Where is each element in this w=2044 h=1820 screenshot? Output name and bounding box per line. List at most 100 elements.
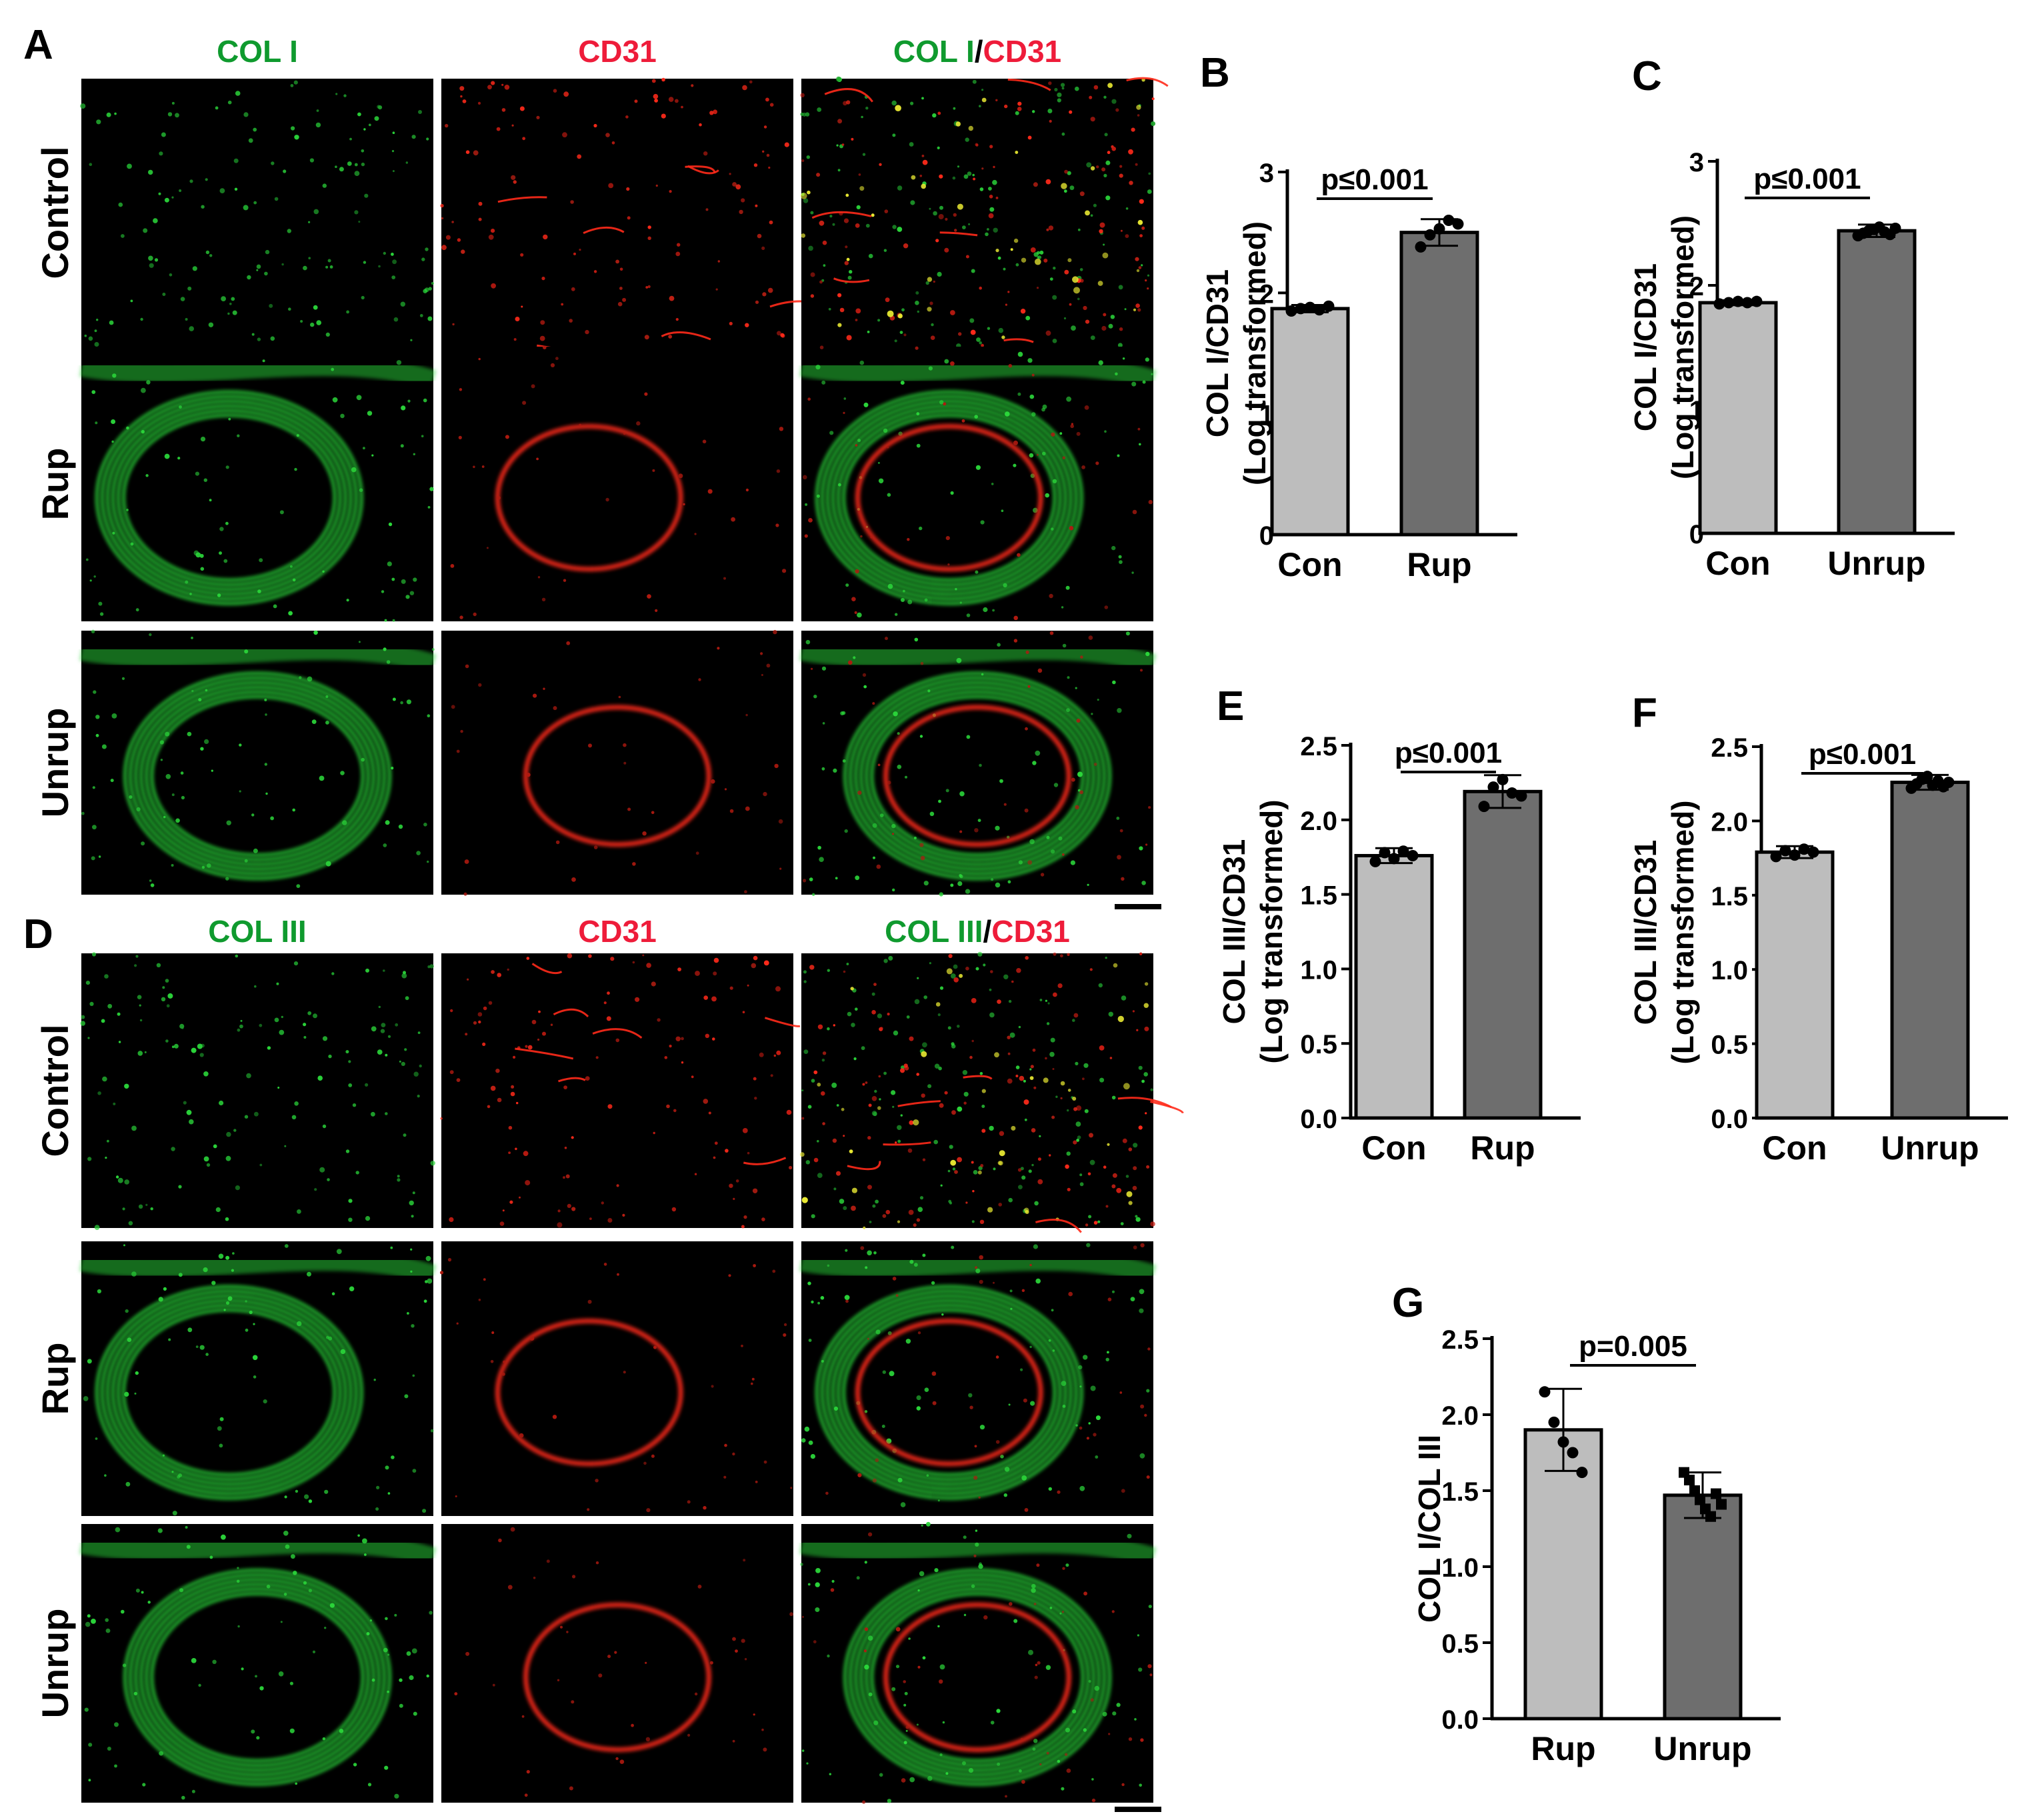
fluorescence-speck	[1105, 1205, 1109, 1208]
fluorescence-speck	[124, 1179, 129, 1185]
fluorescence-speck	[948, 953, 953, 959]
fluorescence-speck	[962, 1761, 966, 1765]
fluorescence-speck	[368, 123, 371, 127]
fluorescence-speck	[585, 1076, 590, 1081]
fluorescence-speck	[903, 333, 907, 337]
fluorescence-speck	[843, 1135, 845, 1137]
fluorescence-speck	[1090, 335, 1095, 340]
fluorescence-speck	[713, 971, 717, 976]
fluorescence-speck	[1107, 1143, 1110, 1146]
fluorescence-speck	[1037, 256, 1039, 259]
fluorescence-speck	[1015, 1065, 1020, 1069]
collagen-layer	[100, 395, 358, 601]
fluorescence-speck	[1128, 1147, 1133, 1151]
fluorescence-speck	[131, 1125, 137, 1131]
fluorescence-speck	[126, 426, 129, 430]
fluorescence-speck	[702, 439, 707, 444]
fluorescence-speck	[987, 327, 991, 330]
fluorescence-speck	[723, 1475, 727, 1479]
fluorescence-speck	[178, 1473, 182, 1477]
fluorescence-speck	[981, 89, 984, 91]
fluorescence-speck	[1017, 351, 1023, 357]
fluorescence-speck	[579, 423, 582, 427]
fluorescence-speck	[1063, 317, 1067, 320]
fluorescence-speck	[84, 334, 87, 337]
fluorescence-speck	[705, 1033, 710, 1039]
fluorescence-speck	[1107, 1297, 1112, 1301]
fluorescence-speck	[773, 1054, 777, 1057]
fluorescence-speck	[400, 444, 404, 448]
fluorescence-speck	[394, 1793, 399, 1799]
fluorescence-speck	[412, 1191, 415, 1195]
column-header: COL I	[217, 34, 298, 69]
fluorescence-speck	[694, 1692, 698, 1696]
fluorescence-speck	[308, 257, 311, 260]
fluorescence-speck	[992, 179, 997, 185]
fluorescence-speck	[219, 188, 225, 193]
fluorescence-speck	[763, 791, 767, 797]
fluorescence-speck	[845, 583, 849, 587]
fluorescence-speck	[927, 689, 931, 693]
fluorescence-speck	[871, 1111, 877, 1116]
fluorescence-speck	[1101, 167, 1106, 172]
fluorescence-speck	[115, 1527, 121, 1533]
fluorescence-speck	[538, 1010, 541, 1013]
fluorescence-speck	[1021, 1175, 1026, 1180]
fluorescence-speck	[863, 402, 869, 407]
y-tick-label: 0.0	[1300, 1105, 1337, 1134]
fluorescence-speck	[821, 380, 826, 385]
fluorescence-speck	[845, 245, 848, 249]
fluorescence-speck	[723, 577, 726, 580]
data-point	[1515, 790, 1527, 802]
fluorescence-speck	[975, 465, 981, 470]
fluorescence-speck	[864, 1664, 869, 1670]
fluorescence-speck	[1021, 1737, 1023, 1741]
fluorescence-speck	[555, 840, 560, 845]
fluorescence-speck	[1052, 479, 1057, 483]
fluorescence-speck	[868, 1532, 873, 1537]
fluorescence-speck	[867, 1250, 872, 1256]
fluorescence-speck	[926, 1521, 931, 1527]
fluorescence-speck	[647, 594, 651, 599]
fluorescence-speck	[327, 1178, 330, 1181]
fluorescence-speck	[527, 1045, 533, 1050]
fluorescence-speck	[801, 159, 805, 163]
micrograph-tile	[799, 631, 1157, 897]
fluorescence-speck	[387, 1690, 389, 1693]
fluorescence-speck	[669, 1045, 672, 1048]
fluorescence-speck	[857, 790, 862, 795]
fluorescence-speck	[887, 583, 893, 589]
fluorescence-speck	[209, 499, 212, 502]
fluorescence-speck	[1061, 606, 1064, 609]
fluorescence-speck	[697, 1585, 702, 1589]
fluorescence-speck	[294, 467, 297, 471]
fluorescence-speck	[1035, 1278, 1041, 1284]
fluorescence-speck	[1099, 1045, 1105, 1051]
fluorescence-speck	[537, 1038, 540, 1041]
bar	[1890, 780, 1970, 1120]
fluorescence-speck	[651, 79, 656, 83]
fluorescence-speck	[607, 1104, 613, 1109]
collagen-layer	[95, 1285, 363, 1500]
fluorescence-speck	[905, 1725, 909, 1729]
fluorescence-speck	[867, 1185, 872, 1190]
fluorescence-speck	[827, 969, 831, 972]
fluorescence-speck	[563, 1176, 565, 1179]
fluorescence-speck	[85, 1621, 91, 1627]
fluorescence-speck	[772, 1269, 776, 1273]
fluorescence-speck	[88, 1743, 93, 1747]
fluorescence-speck	[540, 320, 545, 325]
fluorescence-speck	[426, 1674, 429, 1678]
fluorescence-speck	[971, 998, 977, 1003]
fluorescence-speck	[322, 570, 325, 573]
fluorescence-speck	[1037, 1157, 1041, 1161]
fluorescence-speck	[1148, 499, 1153, 505]
fluorescence-speck	[346, 599, 349, 602]
fluorescence-speck	[189, 326, 195, 331]
fluorescence-speck	[766, 663, 771, 668]
fluorescence-speck	[148, 255, 153, 261]
fluorescence-speck	[264, 271, 268, 276]
fluorescence-speck	[1036, 251, 1041, 255]
fluorescence-speck	[841, 143, 845, 146]
fluorescence-speck	[1077, 771, 1083, 777]
